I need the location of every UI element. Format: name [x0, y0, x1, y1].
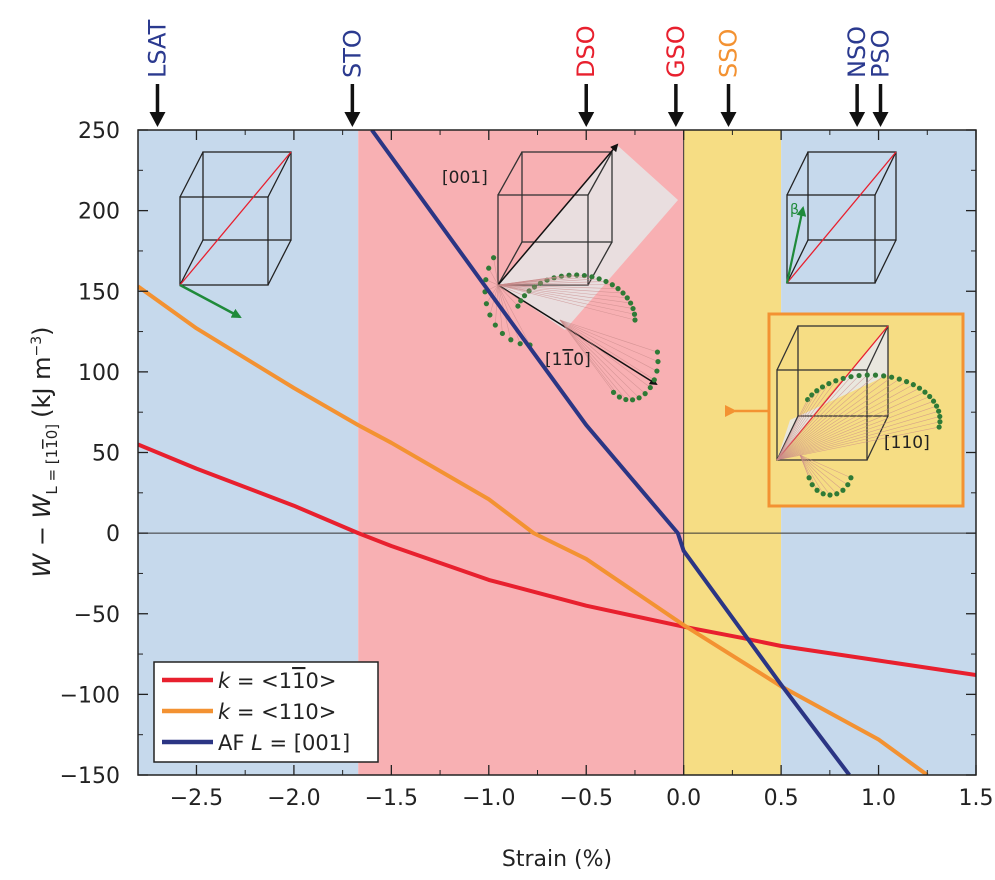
substrate-label-pso: PSO [867, 29, 895, 78]
substrate-arrowhead-nso [849, 112, 866, 127]
legend-label-2: AF L = [001] [218, 731, 350, 755]
inset-box-110: [110] [767, 312, 965, 508]
series-line-1 [138, 284, 929, 775]
x-tick-label: −1.5 [365, 786, 418, 811]
substrate-arrowhead-lsat [149, 112, 166, 127]
x-tick-label: 0.0 [666, 786, 701, 811]
x-tick-label: 1.5 [959, 786, 994, 811]
substrate-arrowhead-pso [872, 112, 889, 127]
y-tick-label: −150 [60, 764, 120, 789]
y-tick-label: 50 [92, 442, 120, 467]
substrate-arrowhead-sto [344, 112, 361, 127]
substrate-arrowhead-gso [667, 112, 684, 127]
legend-label-0: k = <110> [218, 669, 336, 693]
substrate-arrowhead-sso [720, 112, 737, 127]
y-tick-label: 0 [106, 522, 120, 547]
substrate-label-gso: GSO [662, 25, 690, 78]
y-axis: 250 200 150 100 50 0 −50 −100 −150 [60, 119, 976, 789]
label-110: [110] [884, 433, 930, 453]
x-tick-label: −2.0 [267, 786, 320, 811]
svg-text:W − WL = [110](kJ m−3): W − WL = [110](kJ m−3) [28, 326, 61, 577]
substrate-label-sto: STO [338, 29, 366, 78]
region-2 [683, 130, 782, 775]
substrate-arrowhead-dso [578, 112, 595, 127]
series-line-2 [370, 130, 851, 775]
green-arrow-up-icon [785, 206, 807, 284]
x-tick-label: −1.0 [462, 786, 515, 811]
spin-structure-insets: [001] [110] β [179, 143, 965, 508]
y-tick-label: 100 [78, 361, 120, 386]
substrate-label-nso: NSO [843, 26, 871, 78]
series-line-0 [138, 442, 976, 678]
y-tick-label: 250 [78, 119, 120, 144]
legend-label-1: k = <110> [218, 700, 336, 724]
x-tick-label: −2.5 [170, 786, 223, 811]
svg-text:[110]: [110] [545, 350, 591, 370]
label-1-10: [110] [545, 350, 591, 370]
x-tick-label: −0.5 [560, 786, 613, 811]
y-tick-label: 150 [78, 280, 120, 305]
y-tick-label: 200 [78, 200, 120, 225]
y-axis-label: W − WL = [110](kJ m−3) [28, 326, 61, 577]
substrate-label-sso: SSO [714, 29, 742, 78]
substrate-label-lsat: LSAT [143, 19, 171, 78]
x-axis: −2.5 −2.0 −1.5 −1.0 −0.5 0.0 0.5 1.0 1.5 [170, 130, 994, 811]
x-tick-label: 0.5 [764, 786, 799, 811]
green-arrow-icon [179, 283, 242, 319]
legend: k = <110> k = <110> AF L = [001] [153, 661, 379, 763]
y-tick-label: −50 [74, 603, 120, 628]
y-tick-label: −100 [60, 683, 120, 708]
label-001: [001] [442, 168, 488, 188]
substrate-label-dso: DSO [572, 25, 600, 78]
spin-spiral-icon [482, 255, 661, 403]
spin-spiral-right-icon [776, 372, 943, 498]
cube-middle-icon [482, 143, 678, 403]
cube-left-icon [179, 151, 292, 286]
x-axis-label: Strain (%) [502, 847, 612, 872]
label-beta: β [790, 202, 799, 218]
x-tick-label: 1.0 [861, 786, 896, 811]
series-lines [138, 130, 976, 775]
cube-right-icon [786, 151, 897, 284]
